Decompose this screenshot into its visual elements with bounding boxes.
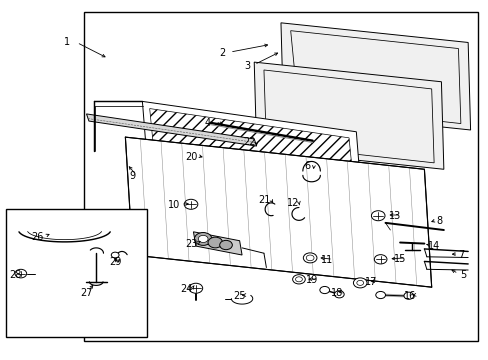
Text: 7: 7 — [457, 250, 463, 260]
Text: 28: 28 — [9, 270, 21, 280]
Circle shape — [15, 269, 27, 278]
Circle shape — [194, 233, 211, 246]
Text: 2: 2 — [219, 48, 225, 58]
Text: 12: 12 — [286, 198, 299, 208]
Circle shape — [184, 199, 198, 209]
Text: 6: 6 — [304, 161, 310, 171]
Text: 4: 4 — [204, 118, 211, 128]
Text: 14: 14 — [427, 241, 439, 251]
Circle shape — [371, 211, 384, 221]
Circle shape — [356, 280, 363, 285]
Text: 11: 11 — [321, 255, 333, 265]
Text: 24: 24 — [180, 284, 192, 294]
Text: 17: 17 — [364, 277, 376, 287]
Polygon shape — [142, 102, 361, 193]
Polygon shape — [264, 70, 433, 163]
Polygon shape — [254, 62, 443, 169]
Text: 5: 5 — [459, 270, 466, 280]
Text: 23: 23 — [184, 239, 197, 249]
Circle shape — [292, 275, 305, 284]
Text: 27: 27 — [80, 288, 93, 297]
Text: 16: 16 — [403, 291, 415, 301]
Circle shape — [219, 240, 232, 249]
Polygon shape — [281, 23, 469, 130]
Circle shape — [373, 255, 386, 264]
Polygon shape — [6, 208, 147, 337]
Circle shape — [403, 292, 413, 299]
Text: 19: 19 — [306, 275, 318, 285]
Text: 13: 13 — [388, 211, 401, 221]
Text: 9: 9 — [129, 171, 136, 181]
Circle shape — [111, 252, 119, 258]
Circle shape — [375, 292, 385, 298]
Circle shape — [303, 253, 316, 263]
Circle shape — [295, 277, 302, 282]
Text: 22: 22 — [243, 138, 255, 148]
Text: 8: 8 — [435, 216, 441, 226]
Text: 10: 10 — [167, 200, 180, 210]
Circle shape — [198, 235, 207, 243]
Text: 15: 15 — [393, 253, 406, 264]
Text: 29: 29 — [109, 257, 122, 267]
Circle shape — [353, 278, 366, 288]
Polygon shape — [149, 109, 353, 187]
Polygon shape — [193, 232, 242, 255]
Polygon shape — [86, 114, 256, 146]
Circle shape — [305, 255, 313, 261]
Text: 25: 25 — [233, 291, 245, 301]
Polygon shape — [125, 137, 431, 287]
Circle shape — [334, 291, 344, 298]
Polygon shape — [84, 12, 477, 341]
Text: 26: 26 — [32, 232, 44, 242]
Text: 1: 1 — [64, 37, 70, 48]
Circle shape — [189, 283, 202, 293]
Circle shape — [319, 287, 329, 294]
Text: 21: 21 — [257, 195, 269, 204]
Circle shape — [207, 237, 222, 248]
Text: 18: 18 — [330, 288, 342, 297]
Text: 3: 3 — [244, 61, 249, 71]
Polygon shape — [290, 31, 460, 123]
Text: 20: 20 — [184, 152, 197, 162]
